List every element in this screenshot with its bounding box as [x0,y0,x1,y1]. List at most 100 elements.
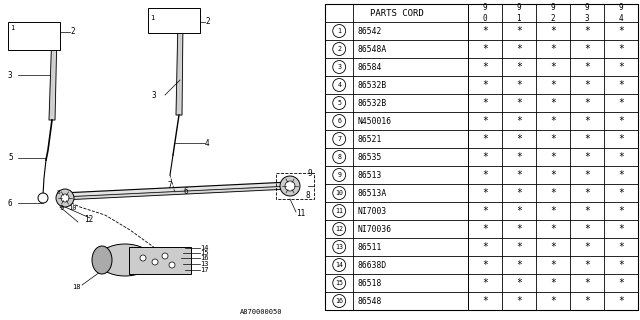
Text: NI70036: NI70036 [357,225,391,234]
Text: *: * [584,116,590,126]
Text: *: * [618,170,624,180]
Text: *: * [618,242,624,252]
Circle shape [333,187,346,199]
Text: 4: 4 [205,139,210,148]
Text: *: * [584,296,590,306]
Text: 6: 6 [183,187,188,196]
Text: 1: 1 [150,15,154,21]
Text: *: * [584,170,590,180]
Text: 14: 14 [200,245,209,251]
Text: *: * [482,278,488,288]
Text: 7: 7 [168,180,173,189]
Text: 10: 10 [68,205,77,211]
Text: *: * [516,224,522,234]
Text: *: * [550,188,556,198]
Text: 9
3: 9 3 [584,3,589,23]
Text: 9
0: 9 0 [483,3,487,23]
Text: *: * [516,44,522,54]
Text: 11: 11 [335,208,343,214]
Text: *: * [618,26,624,36]
Text: *: * [482,62,488,72]
Text: *: * [482,170,488,180]
Text: 1: 1 [337,28,341,34]
Ellipse shape [92,246,112,274]
Text: *: * [550,278,556,288]
Text: *: * [482,188,488,198]
Text: 12: 12 [84,215,93,225]
Text: *: * [618,62,624,72]
Circle shape [162,253,168,259]
Text: *: * [550,134,556,144]
Circle shape [333,132,346,146]
Text: 9: 9 [337,172,341,178]
Circle shape [333,25,346,37]
Text: *: * [516,296,522,306]
Text: *: * [618,80,624,90]
Circle shape [333,150,346,164]
Text: *: * [516,206,522,216]
Text: 16: 16 [335,298,343,304]
Text: *: * [550,152,556,162]
Text: *: * [516,134,522,144]
Text: 18: 18 [72,284,81,290]
Text: *: * [516,26,522,36]
Text: *: * [550,242,556,252]
FancyBboxPatch shape [325,4,638,310]
Text: 12: 12 [335,226,343,232]
Circle shape [152,259,158,265]
Text: *: * [550,116,556,126]
Text: *: * [516,80,522,90]
Circle shape [61,194,69,202]
Text: 86521: 86521 [357,134,381,143]
Text: *: * [584,260,590,270]
Text: *: * [550,80,556,90]
Text: 86532B: 86532B [357,99,387,108]
Circle shape [333,294,346,308]
Text: *: * [584,242,590,252]
Text: *: * [584,134,590,144]
Polygon shape [62,186,290,200]
Circle shape [333,204,346,218]
Text: *: * [516,242,522,252]
Text: *: * [482,80,488,90]
FancyBboxPatch shape [8,22,60,50]
Text: *: * [618,44,624,54]
Text: 3: 3 [8,70,13,79]
FancyBboxPatch shape [148,8,200,33]
Text: *: * [550,224,556,234]
Text: *: * [516,170,522,180]
Text: 14: 14 [335,262,343,268]
Text: *: * [516,278,522,288]
Text: *: * [550,26,556,36]
Text: 9
1: 9 1 [516,3,521,23]
Circle shape [333,241,346,253]
Circle shape [333,276,346,290]
Text: N450016: N450016 [357,116,391,125]
FancyBboxPatch shape [129,247,191,274]
Text: *: * [516,188,522,198]
Circle shape [140,255,146,261]
Text: *: * [584,80,590,90]
Text: A870000050: A870000050 [240,309,282,315]
Text: *: * [482,44,488,54]
Circle shape [333,222,346,236]
Text: *: * [618,296,624,306]
Circle shape [38,193,48,203]
Text: *: * [584,224,590,234]
Text: 4: 4 [337,82,341,88]
Text: *: * [482,134,488,144]
Text: *: * [618,116,624,126]
Text: *: * [618,206,624,216]
Text: 2: 2 [70,28,75,36]
Text: 3: 3 [337,64,341,70]
Text: *: * [482,224,488,234]
Text: 86584: 86584 [357,62,381,71]
Text: *: * [482,152,488,162]
Text: *: * [550,44,556,54]
Text: *: * [584,188,590,198]
Circle shape [333,169,346,181]
Text: *: * [516,116,522,126]
Text: *: * [584,26,590,36]
Text: *: * [550,206,556,216]
Text: *: * [618,152,624,162]
